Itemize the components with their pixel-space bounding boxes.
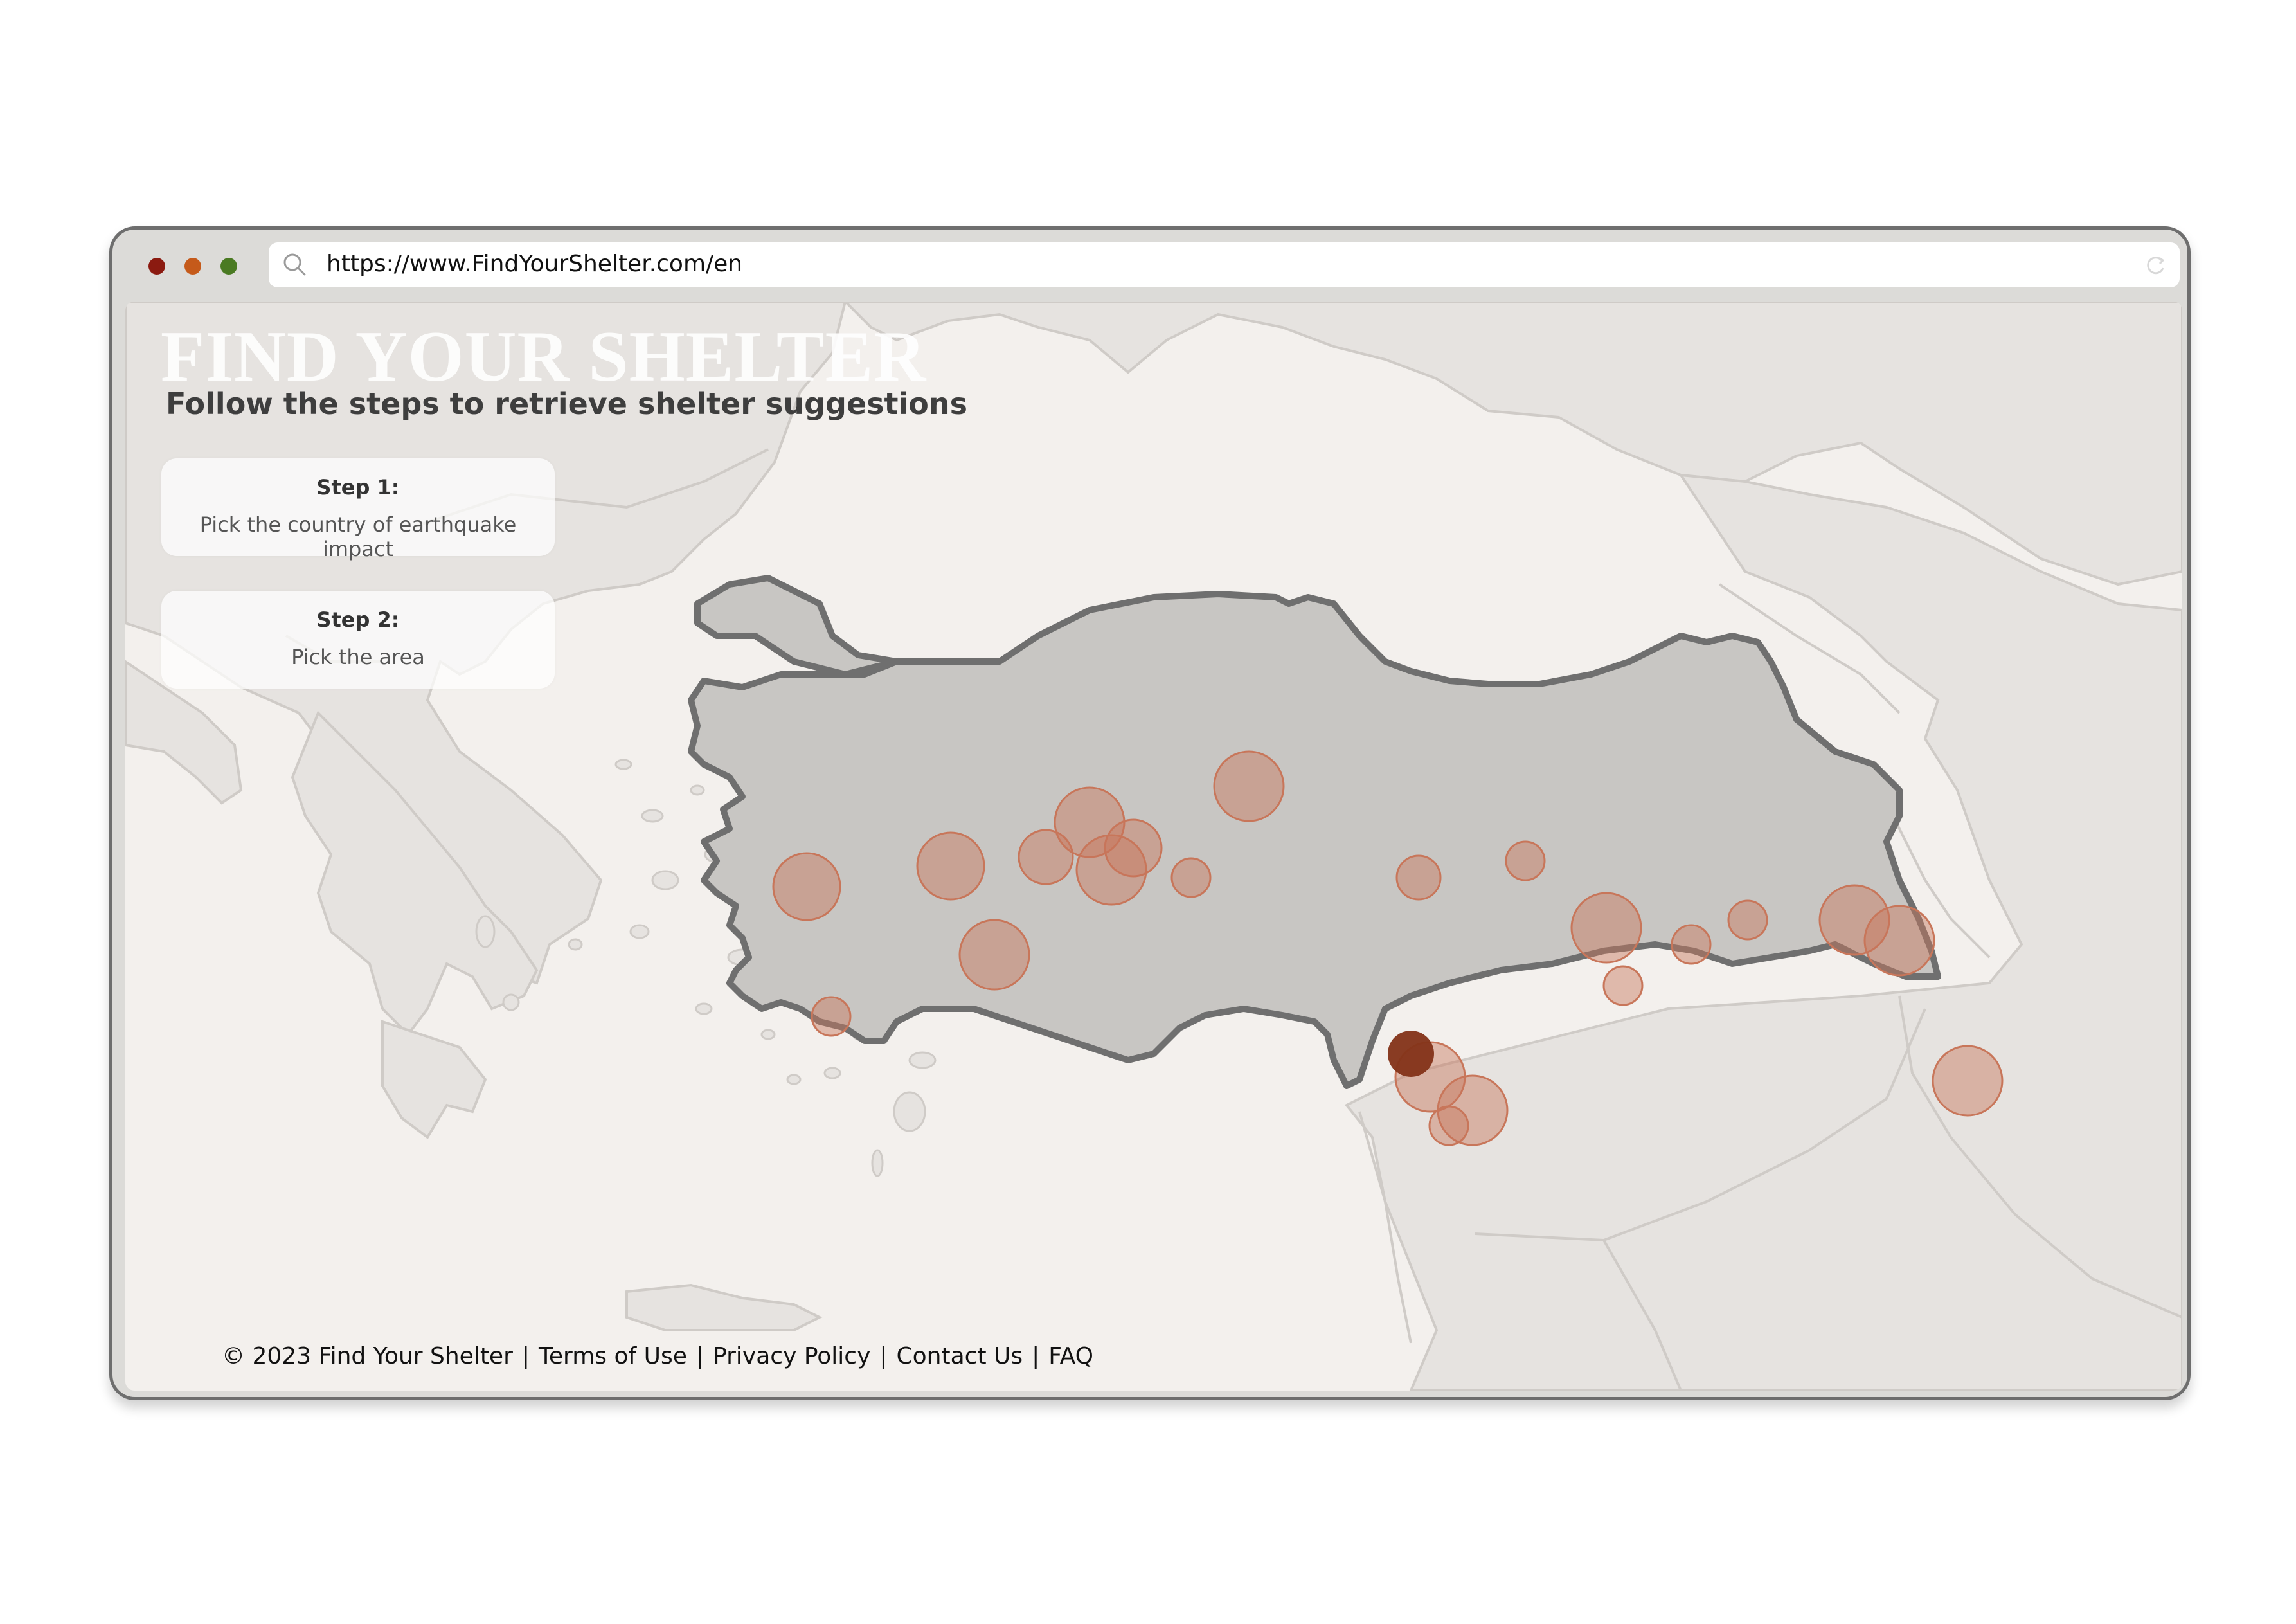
shelter-marker[interactable] bbox=[1671, 924, 1712, 965]
shelter-marker[interactable] bbox=[811, 996, 852, 1037]
shelter-marker[interactable] bbox=[1104, 818, 1163, 878]
shelter-marker[interactable] bbox=[1932, 1045, 2004, 1117]
footer: © 2023 Find Your Shelter | Terms of Use | Pr… bbox=[222, 1343, 1093, 1369]
shelter-marker[interactable] bbox=[1213, 750, 1285, 822]
shelter-marker[interactable] bbox=[772, 852, 841, 921]
search-icon bbox=[283, 253, 306, 276]
step-1-description: Pick the country of earthquake impact bbox=[199, 512, 517, 561]
footer-link-faq[interactable]: FAQ bbox=[1048, 1343, 1094, 1369]
footer-link-terms[interactable]: Terms of Use bbox=[539, 1343, 687, 1369]
browser-window: https://www.FindYourShelter.com/en bbox=[109, 226, 2191, 1400]
shelter-marker[interactable] bbox=[1602, 965, 1644, 1006]
shelter-marker[interactable] bbox=[1505, 840, 1546, 881]
shelter-markers bbox=[772, 750, 2004, 1146]
footer-link-contact[interactable]: Contact Us bbox=[896, 1343, 1023, 1369]
shelter-marker[interactable] bbox=[916, 831, 985, 901]
close-window-button[interactable] bbox=[148, 258, 165, 275]
url-text[interactable]: https://www.FindYourShelter.com/en bbox=[327, 251, 743, 277]
step-2-card[interactable]: Step 2: Pick the area bbox=[161, 591, 555, 689]
page-viewport: FIND YOUR SHELTER Follow the steps to re… bbox=[125, 302, 2182, 1391]
footer-separator: | bbox=[1032, 1343, 1040, 1369]
address-bar[interactable]: https://www.FindYourShelter.com/en bbox=[269, 242, 2180, 287]
shelter-marker[interactable] bbox=[1075, 834, 1147, 906]
step-2-title: Step 2: bbox=[316, 608, 400, 632]
country-turkey[interactable] bbox=[688, 575, 1941, 1089]
footer-copyright: © 2023 Find Your Shelter bbox=[222, 1343, 513, 1369]
reload-icon[interactable] bbox=[2142, 253, 2168, 278]
footer-separator: | bbox=[879, 1343, 888, 1369]
page-subtitle: Follow the steps to retrieve shelter sug… bbox=[166, 386, 968, 421]
step-1-card[interactable]: Step 1: Pick the country of earthquake i… bbox=[161, 458, 555, 561]
shelter-marker[interactable] bbox=[1570, 892, 1642, 964]
shelter-marker[interactable] bbox=[1170, 857, 1212, 898]
shelter-marker[interactable] bbox=[1428, 1105, 1469, 1146]
shelter-marker[interactable] bbox=[1818, 884, 1890, 956]
footer-separator: | bbox=[521, 1343, 530, 1369]
shelter-marker[interactable] bbox=[1863, 905, 1935, 977]
shelter-marker[interactable] bbox=[1018, 829, 1074, 885]
shelter-marker[interactable] bbox=[1395, 854, 1442, 901]
shelter-marker[interactable] bbox=[1727, 899, 1768, 941]
earthquake-map[interactable] bbox=[125, 302, 2182, 1391]
footer-link-privacy[interactable]: Privacy Policy bbox=[713, 1343, 871, 1369]
footer-separator: | bbox=[695, 1343, 704, 1369]
step-2-description: Pick the area bbox=[291, 645, 425, 669]
app-title: FIND YOUR SHELTER bbox=[161, 317, 927, 397]
step-1-title: Step 1: bbox=[316, 475, 400, 500]
minimize-window-button[interactable] bbox=[184, 258, 201, 275]
selected-location-marker[interactable] bbox=[1388, 1031, 1434, 1077]
shelter-marker[interactable] bbox=[958, 919, 1030, 991]
maximize-window-button[interactable] bbox=[220, 258, 237, 275]
